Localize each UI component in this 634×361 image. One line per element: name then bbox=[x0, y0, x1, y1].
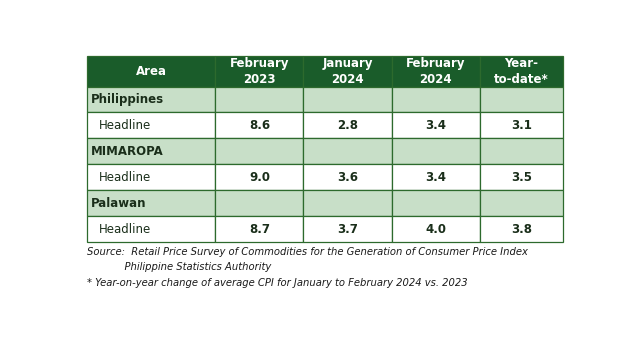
Bar bbox=[87, 164, 216, 190]
Text: 8.7: 8.7 bbox=[249, 223, 270, 236]
Text: 3.7: 3.7 bbox=[337, 223, 358, 236]
Bar bbox=[304, 190, 392, 216]
Text: Headline: Headline bbox=[98, 223, 151, 236]
Bar bbox=[392, 190, 480, 216]
Bar bbox=[304, 164, 392, 190]
Bar bbox=[480, 216, 563, 242]
Bar bbox=[304, 56, 392, 87]
Bar bbox=[216, 190, 304, 216]
Bar bbox=[304, 87, 392, 113]
Bar bbox=[392, 164, 480, 190]
Text: Headline: Headline bbox=[98, 119, 151, 132]
Bar bbox=[304, 216, 392, 242]
Bar bbox=[392, 216, 480, 242]
Bar bbox=[87, 113, 216, 138]
Bar bbox=[392, 56, 480, 87]
Text: 3.8: 3.8 bbox=[511, 223, 532, 236]
Bar bbox=[392, 87, 480, 113]
Text: February
2023: February 2023 bbox=[230, 57, 289, 86]
Text: * Year-on-year change of average CPI for January to February 2024 vs. 2023: * Year-on-year change of average CPI for… bbox=[87, 278, 467, 288]
Bar bbox=[304, 138, 392, 164]
Bar bbox=[480, 164, 563, 190]
Bar bbox=[216, 138, 304, 164]
Text: January
2024: January 2024 bbox=[322, 57, 373, 86]
Text: Philippine Statistics Authority: Philippine Statistics Authority bbox=[87, 262, 271, 272]
Text: Headline: Headline bbox=[98, 171, 151, 184]
Text: 3.5: 3.5 bbox=[511, 171, 532, 184]
Text: 2.8: 2.8 bbox=[337, 119, 358, 132]
Bar bbox=[216, 87, 304, 113]
Bar bbox=[87, 56, 216, 87]
Bar bbox=[480, 56, 563, 87]
Text: 9.0: 9.0 bbox=[249, 171, 270, 184]
Text: 8.6: 8.6 bbox=[249, 119, 270, 132]
Text: 3.6: 3.6 bbox=[337, 171, 358, 184]
Text: February
2024: February 2024 bbox=[406, 57, 465, 86]
Text: Palawan: Palawan bbox=[91, 197, 146, 210]
Bar bbox=[87, 138, 216, 164]
Text: 4.0: 4.0 bbox=[425, 223, 446, 236]
Bar bbox=[480, 190, 563, 216]
Text: Area: Area bbox=[136, 65, 167, 78]
Text: Philippines: Philippines bbox=[91, 93, 164, 106]
Text: Year-
to-date*: Year- to-date* bbox=[494, 57, 549, 86]
Bar bbox=[87, 216, 216, 242]
Bar bbox=[87, 190, 216, 216]
Bar bbox=[216, 113, 304, 138]
Text: 3.4: 3.4 bbox=[425, 119, 446, 132]
Bar bbox=[480, 138, 563, 164]
Bar bbox=[480, 113, 563, 138]
Bar bbox=[87, 87, 216, 113]
Text: 3.1: 3.1 bbox=[511, 119, 532, 132]
Bar bbox=[480, 87, 563, 113]
Bar bbox=[392, 138, 480, 164]
Bar bbox=[216, 216, 304, 242]
Bar bbox=[216, 164, 304, 190]
Text: 3.4: 3.4 bbox=[425, 171, 446, 184]
Text: MIMAROPA: MIMAROPA bbox=[91, 145, 163, 158]
Bar bbox=[216, 56, 304, 87]
Bar bbox=[304, 113, 392, 138]
Text: Source:  Retail Price Survey of Commodities for the Generation of Consumer Price: Source: Retail Price Survey of Commoditi… bbox=[87, 247, 527, 257]
Bar bbox=[392, 113, 480, 138]
